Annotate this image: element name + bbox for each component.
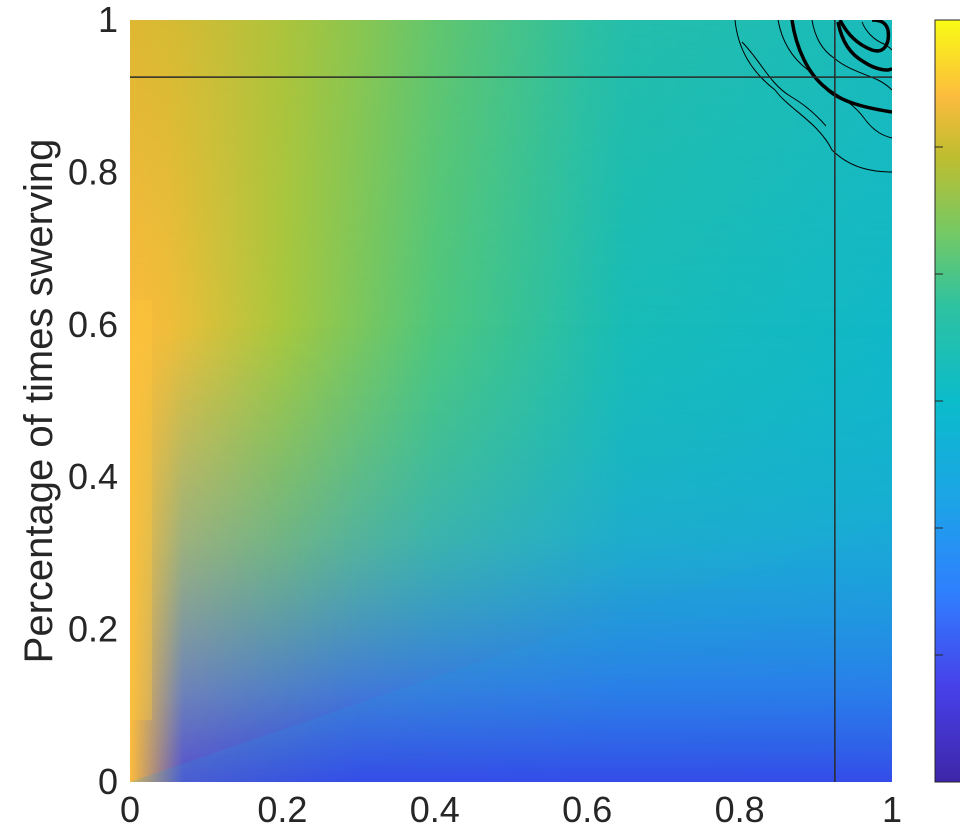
y-tick-label: 1: [98, 0, 118, 40]
y-axis-ticks: 0 0.2 0.4 0.6 0.8 1: [68, 0, 118, 802]
heatmap-field: [130, 20, 892, 782]
y-tick-label: 0: [98, 761, 118, 802]
y-tick-label: 0.6: [68, 304, 118, 345]
x-tick-label: 0.8: [715, 789, 765, 830]
contour-thin-1: [734, 20, 892, 173]
x-tick-label: 0.4: [410, 789, 460, 830]
y-tick-label: 0.2: [68, 609, 118, 650]
heat-diagonal-band: [130, 520, 892, 782]
contour-thin-3: [811, 20, 892, 91]
x-tick-label: 0.2: [257, 789, 307, 830]
crosshair: [130, 20, 892, 782]
y-axis-title: Percentage of times swerving: [17, 139, 61, 664]
contour-thick-3: [838, 20, 891, 53]
heat-bottom-layer: [130, 20, 892, 782]
y-tick-label: 0.8: [68, 151, 118, 192]
contour-lines: [734, 20, 892, 173]
contour-thick-1: [790, 20, 892, 114]
colorbar: [934, 19, 960, 783]
x-tick-label: 1: [882, 789, 902, 830]
colorbar-ticks: [935, 146, 943, 656]
contour-thin-4: [861, 21, 892, 51]
x-tick-label: 0.6: [562, 789, 612, 830]
x-axis-ticks: 0 0.2 0.4 0.6 0.8 1: [120, 789, 902, 830]
heat-left-glow: [130, 300, 152, 720]
x-tick-label: 0: [120, 789, 140, 830]
contour-thin-5: [741, 41, 827, 127]
y-tick-label: 0.4: [68, 456, 118, 497]
contour-thick-2: [836, 21, 892, 72]
